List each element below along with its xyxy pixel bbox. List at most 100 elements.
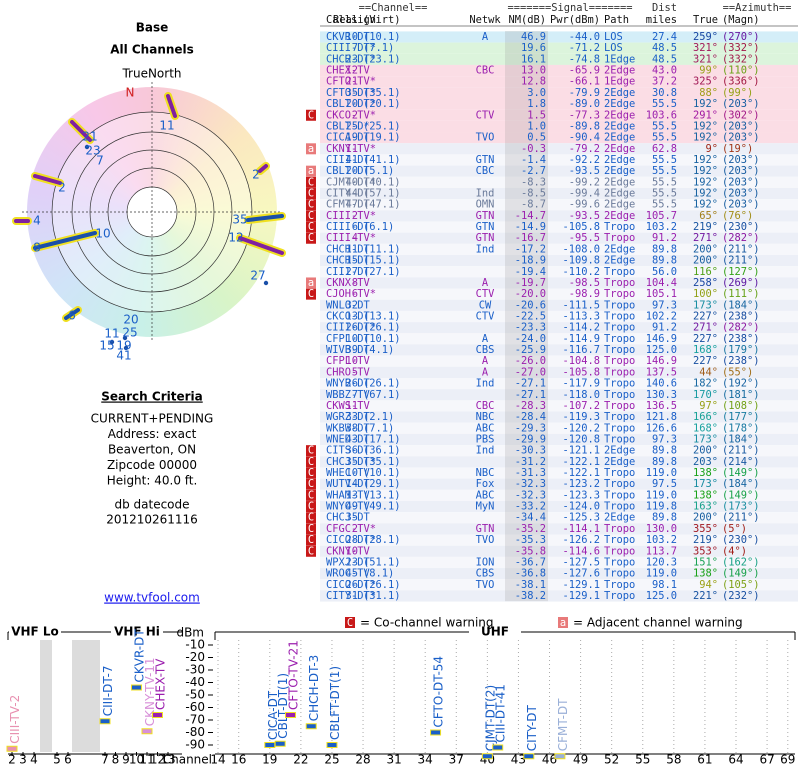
table-cell: 173° xyxy=(693,478,718,490)
table-cell: -93.5 xyxy=(569,210,600,222)
table-cell: -127.5 xyxy=(562,556,600,568)
table-cell: (336°) xyxy=(722,76,760,88)
station-bar xyxy=(70,120,92,142)
table-cell: 219° xyxy=(693,534,718,546)
table-cell: GTN xyxy=(476,221,495,233)
table-cell: WHAM-TV xyxy=(326,489,370,501)
table-cell: 16.1 xyxy=(521,53,546,65)
table-cell: (57.1) xyxy=(363,188,401,200)
table-cell: GTN xyxy=(476,523,495,535)
table-cell: 2Edge xyxy=(604,98,635,110)
table-cell: (10.1) xyxy=(363,467,401,479)
table-cell: (177°) xyxy=(722,411,760,423)
table-cell: CITY-DT* xyxy=(326,590,376,602)
table-cell: CBLT-D* xyxy=(326,120,370,132)
table-cell: -28.4 xyxy=(515,411,546,423)
table-cell: 321° xyxy=(693,53,718,65)
table-cell: 41 xyxy=(345,154,358,166)
table-cell: 27 xyxy=(345,266,358,278)
site-link[interactable]: www.tvfool.com xyxy=(104,591,200,605)
station-bar xyxy=(131,684,142,691)
legend-text: = Co-channel warning xyxy=(360,616,494,630)
warning-flag xyxy=(306,478,316,490)
table-cell: 97.3 xyxy=(652,433,677,445)
row-bg xyxy=(320,210,798,222)
table-cell: 2Edge xyxy=(604,512,635,524)
table-cell: 200° xyxy=(693,255,718,267)
row-bg xyxy=(320,199,798,211)
table-cell: WROC-TV xyxy=(326,568,370,580)
table-cell: 89.8 xyxy=(652,512,677,524)
table-cell: -127.6 xyxy=(562,568,600,580)
station-dot xyxy=(109,339,115,345)
table-cell: ABC xyxy=(476,489,495,501)
table-cell: 91.2 xyxy=(652,232,677,244)
table-cell: 1.5 xyxy=(527,109,546,121)
table-cell: Ind xyxy=(476,188,495,200)
table-cell: 13 xyxy=(345,489,358,501)
table-cell: -92.2 xyxy=(569,154,600,166)
table-cell: -129.1 xyxy=(562,590,600,602)
warning-flag xyxy=(306,221,316,233)
table-cell: (232°) xyxy=(722,590,760,602)
warning-flag-text: C xyxy=(308,489,314,501)
warning-flag xyxy=(306,143,316,155)
table-cell: CICO-DT* xyxy=(326,534,376,546)
table-cell: (270°) xyxy=(722,31,760,43)
table-cell: GTN xyxy=(476,154,495,166)
table-cell: WIVB-DT xyxy=(326,344,371,356)
x-tick-label: 69 xyxy=(780,753,795,767)
subtitle: All Channels xyxy=(110,43,194,57)
table-cell: Tropo xyxy=(604,556,635,568)
x-tick-label: 64 xyxy=(728,753,743,767)
table-cell: 291° xyxy=(693,109,718,121)
row-bg xyxy=(320,176,798,188)
warning-flag xyxy=(306,545,316,557)
row-bg xyxy=(320,120,798,133)
table-cell: (238°) xyxy=(722,311,760,323)
table-cell: 91.2 xyxy=(652,322,677,334)
table-cell: (203°) xyxy=(722,199,760,211)
table-cell: A xyxy=(482,355,489,367)
table-cell: (214°) xyxy=(722,456,760,468)
row-bg xyxy=(320,523,798,535)
table-cell: 146.9 xyxy=(646,333,677,345)
polar-label: 2 xyxy=(58,181,66,195)
x-tick-label: 19 xyxy=(262,753,277,767)
table-cell: 20 xyxy=(345,98,358,110)
polar-label: 27 xyxy=(250,269,265,283)
x-tick-label: 37 xyxy=(449,753,464,767)
table-cell: 140.6 xyxy=(646,378,677,390)
table-cell: (111°) xyxy=(722,288,760,300)
table-cell: 1.8 xyxy=(527,98,546,110)
table-cell: -16.7 xyxy=(515,232,546,244)
table-cell: 192° xyxy=(693,98,718,110)
table-cell: (5.1) xyxy=(363,165,394,177)
row-bg xyxy=(320,288,798,300)
table-cell: 130.3 xyxy=(646,389,677,401)
legend-flag xyxy=(345,617,355,628)
table-cell: -18.9 xyxy=(515,255,546,267)
table-cell: 192° xyxy=(693,120,718,132)
station-label: CHCH-DT-3 xyxy=(307,655,321,722)
polar-label: 7 xyxy=(96,154,104,168)
x-tick-label: 4 xyxy=(30,753,38,767)
table-cell: -65.9 xyxy=(569,65,600,77)
table-cell: 23 xyxy=(345,556,358,568)
table-cell: 97.3 xyxy=(652,299,677,311)
table-cell: 259° xyxy=(693,31,718,43)
warning-flag xyxy=(306,165,316,177)
station-bar xyxy=(523,753,535,760)
table-cell: 35 xyxy=(345,456,358,468)
table-cell: 353° xyxy=(693,545,718,557)
x-tick-label: 43 xyxy=(511,753,526,767)
table-cell: 28 xyxy=(345,534,358,546)
group-header: Dist xyxy=(652,2,677,14)
x-tick-label: 12 xyxy=(150,753,165,767)
polar-label: 11 xyxy=(159,119,174,133)
table-cell: TVO xyxy=(476,132,495,144)
table-cell: 97.5 xyxy=(652,478,677,490)
table-cell: -20.6 xyxy=(515,299,546,311)
table-cell: -74.8 xyxy=(569,53,600,65)
station-bar xyxy=(264,742,276,748)
